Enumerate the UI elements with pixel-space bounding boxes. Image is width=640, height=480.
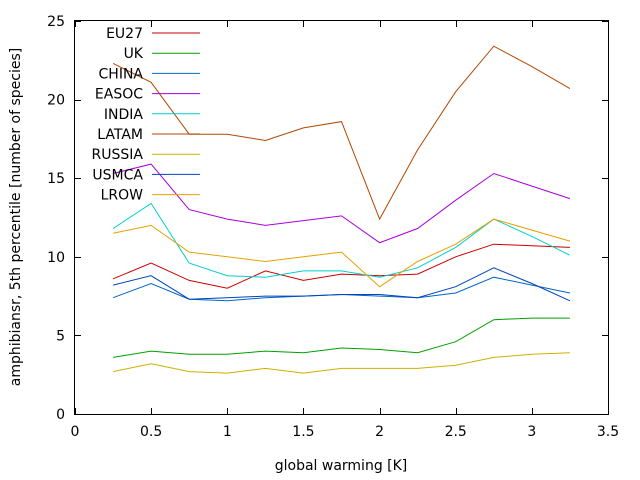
- y-tick-label: 0: [56, 407, 65, 423]
- x-tick-label: 2.5: [445, 424, 467, 440]
- y-tick-label: 25: [47, 14, 65, 30]
- y-tick-label: 10: [47, 250, 65, 266]
- y-tick-label: 5: [56, 328, 65, 344]
- x-tick-label: 2: [375, 424, 384, 440]
- legend-label-latam: LATAM: [97, 127, 143, 143]
- legend-label-russia: RUSSIA: [92, 147, 144, 163]
- series-line-eu27: [112, 243, 570, 289]
- y-tick-label: 20: [47, 93, 65, 109]
- x-tick-label: 0.5: [140, 424, 162, 440]
- series-line-china: [112, 276, 571, 302]
- legend-label-lrow: LROW: [101, 188, 144, 204]
- series-line-uk: [113, 317, 570, 358]
- series-line-india: [112, 202, 571, 278]
- x-tick-label: 3.5: [597, 424, 619, 440]
- plot-frame: [74, 20, 609, 415]
- series-lines: [112, 45, 571, 374]
- legend-label-china: CHINA: [99, 66, 144, 82]
- series-line-usmca: [112, 267, 571, 302]
- y-tick-label: 15: [47, 171, 65, 187]
- x-axis-title: global warming [K]: [275, 458, 408, 474]
- legend-label-easoc: EASOC: [95, 87, 143, 103]
- x-tick-label: 1: [223, 424, 232, 440]
- legend-label-uk: UK: [124, 46, 144, 62]
- series-line-easoc: [112, 163, 571, 244]
- x-tick-label: 1.5: [292, 424, 314, 440]
- legend: EU27 UK CHINA EASOC INDIA LATAM RUSSIA USMCA LRO…: [92, 26, 200, 204]
- legend-label-usmca: USMCA: [92, 167, 143, 183]
- series-line-russia: [112, 352, 570, 374]
- legend-label-india: INDIA: [104, 107, 144, 123]
- axis-ticks: 0 0.5 1 1.5 2 2.5 3 3.5 0 5 10 15 20 25: [47, 14, 619, 440]
- x-tick-label: 3: [527, 424, 536, 440]
- y-axis-title: amphibiansr, 5th percentile [number of s…: [8, 48, 24, 386]
- legend-label-eu27: EU27: [106, 26, 143, 42]
- series-line-latam: [112, 45, 571, 221]
- x-tick-label: 0: [71, 424, 80, 440]
- series-line-lrow: [112, 218, 571, 288]
